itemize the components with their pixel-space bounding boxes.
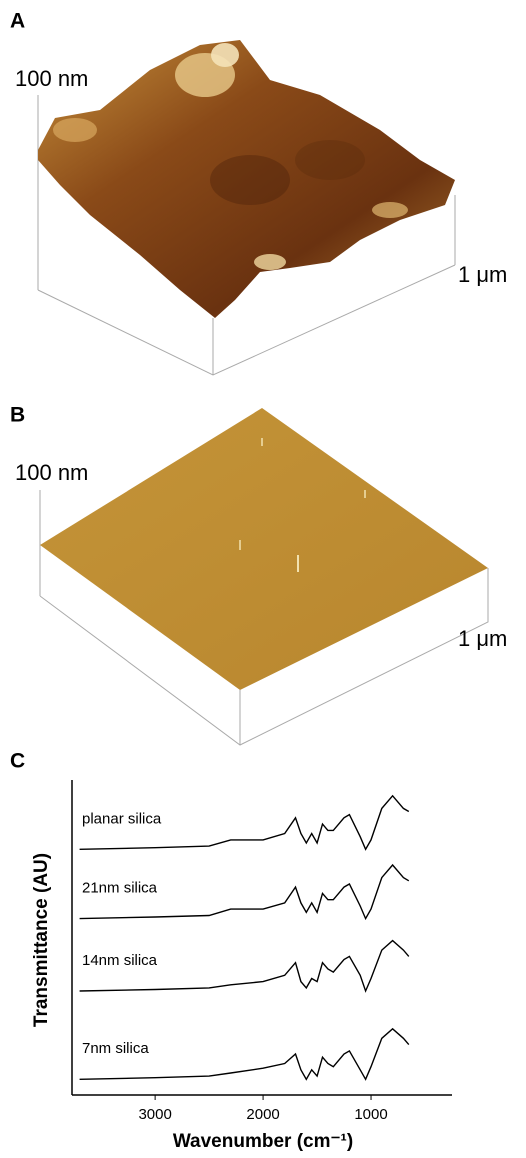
series-label: 14nm silica bbox=[82, 952, 158, 969]
z-scale-label: 100 nm bbox=[15, 460, 88, 485]
x-axis-label: Wavenumber (cm⁻¹) bbox=[173, 1131, 353, 1152]
xy-scale-label: 1 μm bbox=[458, 262, 507, 287]
series-label: 7nm silica bbox=[82, 1040, 149, 1057]
page: {"panels": [ {"label": "A", "z_label": "… bbox=[0, 0, 526, 1158]
panel-label: A bbox=[10, 10, 25, 33]
afm-rough bbox=[38, 40, 455, 375]
panel-label: C bbox=[10, 750, 25, 773]
body: A 100 nm 1 μm B 100 nm 1 μm C Wavenumber… bbox=[0, 0, 526, 1158]
x-tick-label: 1000 bbox=[354, 1106, 387, 1123]
x-tick-label: 3000 bbox=[138, 1106, 171, 1123]
series-label: planar silica bbox=[82, 810, 162, 827]
afm-flat bbox=[40, 408, 488, 745]
xy-scale-label: 1 μm bbox=[458, 626, 507, 651]
panel-label: B bbox=[10, 404, 25, 427]
figure: A 100 nm 1 μm B 100 nm 1 μm C Wavenumber… bbox=[0, 0, 526, 1158]
y-axis-label: Transmittance (AU) bbox=[31, 853, 52, 1027]
z-scale-label: 100 nm bbox=[15, 66, 88, 91]
x-tick-label: 2000 bbox=[246, 1106, 279, 1123]
series-label: 21nm silica bbox=[82, 880, 158, 897]
